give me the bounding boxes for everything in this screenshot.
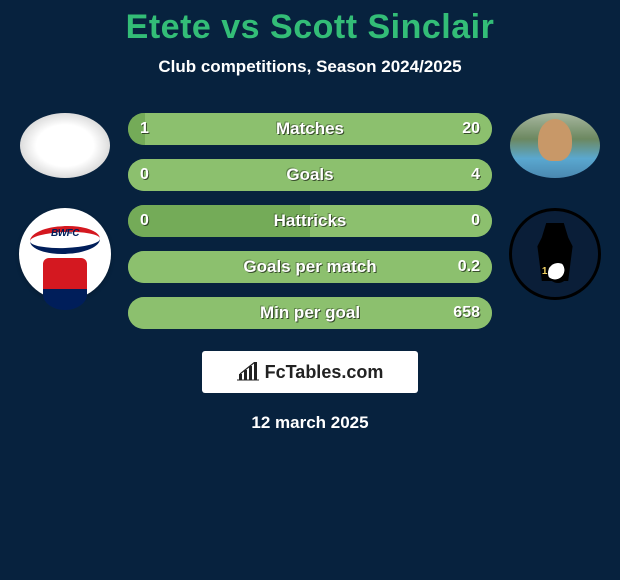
stat-bar: Min per goal 658 <box>128 297 492 329</box>
brand-box: FcTables.com <box>202 351 418 393</box>
bar-label: Hattricks <box>274 211 347 231</box>
bar-label: Goals per match <box>243 257 376 277</box>
stat-bar: 0 Goals 4 <box>128 159 492 191</box>
bar-label: Min per goal <box>260 303 360 323</box>
content-row: BWFC 1 Matches 20 0 Goals 4 0 Hattricks 0 Goals p… <box>0 113 620 329</box>
stat-bar: Goals per match 0.2 <box>128 251 492 283</box>
badge-text-left: BWFC <box>51 228 79 239</box>
bar-value-right: 0 <box>471 212 480 230</box>
player-photo-left <box>20 113 110 178</box>
left-column: BWFC <box>10 113 120 300</box>
bar-value-left: 0 <box>140 166 149 184</box>
badge-shield-icon <box>43 258 87 310</box>
club-badge-left: BWFC <box>19 208 111 300</box>
chart-icon <box>237 362 259 382</box>
subtitle: Club competitions, Season 2024/2025 <box>0 57 620 77</box>
stat-bar: 0 Hattricks 0 <box>128 205 492 237</box>
stats-bars: 1 Matches 20 0 Goals 4 0 Hattricks 0 Goals per ma… <box>120 113 500 329</box>
club-badge-right: 1883 <box>509 208 601 300</box>
face-icon <box>538 119 572 161</box>
bar-value-right: 4 <box>471 166 480 184</box>
bar-label: Goals <box>286 165 333 185</box>
right-column: 1883 <box>500 113 610 300</box>
stat-bar: 1 Matches 20 <box>128 113 492 145</box>
bar-value-right: 20 <box>462 120 480 138</box>
bar-value-left: 1 <box>140 120 149 138</box>
bar-value-right: 658 <box>453 304 480 322</box>
ball-icon <box>548 263 568 283</box>
brand-text: FcTables.com <box>265 362 384 383</box>
bar-label: Matches <box>276 119 344 139</box>
player-photo-right <box>510 113 600 178</box>
bar-value-left: 0 <box>140 212 149 230</box>
bar-value-right: 0.2 <box>458 258 480 276</box>
comparison-card: Etete vs Scott Sinclair Club competition… <box>0 0 620 580</box>
date-text: 12 march 2025 <box>0 413 620 433</box>
page-title: Etete vs Scott Sinclair <box>0 0 620 47</box>
